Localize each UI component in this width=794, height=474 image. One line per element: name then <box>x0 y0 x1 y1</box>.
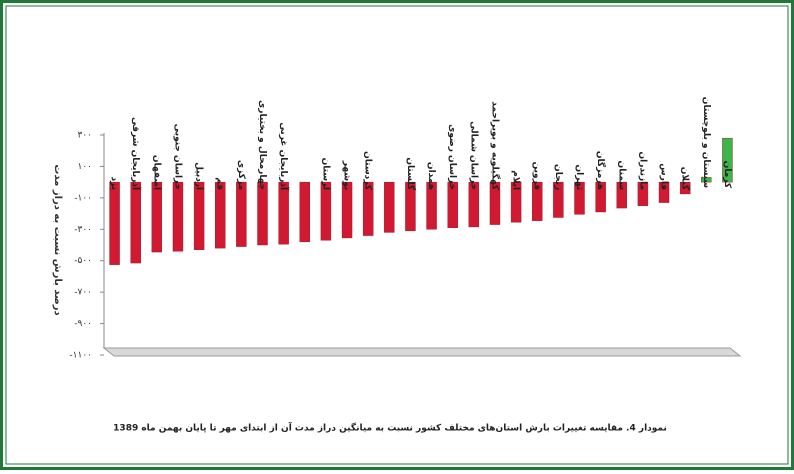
bar <box>658 181 670 203</box>
bar <box>278 181 289 245</box>
y-tick-label: ۳۰۰ <box>77 131 92 141</box>
x-tick-label: مرکزی <box>236 160 246 190</box>
bar <box>637 181 649 206</box>
bar <box>109 181 120 265</box>
bar <box>405 181 416 232</box>
bar <box>701 177 712 183</box>
x-tick-label: گلستان <box>405 157 417 191</box>
y-tick-label: -۹۰۰ <box>74 319 92 329</box>
bar <box>320 181 332 241</box>
y-axis-label: درصد بارش نسبت به دراز مدت <box>52 164 63 315</box>
bar <box>426 181 437 230</box>
x-tick-label: آذربایجان غربی <box>278 122 290 191</box>
x-tick-label: گیلان <box>680 167 692 191</box>
caption: نمودار 4. مقایسه تغییرات بارش استان‌های … <box>113 422 667 434</box>
bar <box>299 181 310 243</box>
x-tick-label: کهگیلویه و بویراحمد <box>489 101 501 191</box>
y-tick-label: -۱۱۰۰ <box>69 351 92 361</box>
x-tick-label: خراسان جنوبی <box>172 124 182 191</box>
y-tick-label: -۷۰۰ <box>74 288 92 298</box>
x-tick-label: خراسان شمالی <box>468 121 478 190</box>
bar <box>151 181 163 253</box>
bar <box>172 181 184 252</box>
x-tick-label: کردستان <box>363 151 373 191</box>
x-tick-label: هرمزگان <box>595 151 607 190</box>
x-tick-label: خراسان رضوی <box>447 124 457 190</box>
x-tick-label: اردبیل <box>194 162 204 190</box>
x-tick-label: ایلام <box>511 170 521 190</box>
bar <box>532 181 543 221</box>
bar <box>510 181 522 223</box>
x-tick-label: همدان <box>426 162 436 190</box>
bar <box>679 181 691 195</box>
x-tick-label: قزوین <box>532 162 542 191</box>
x-tick-label: مازندران <box>637 151 647 190</box>
x-tick-label: اصفهان <box>151 155 161 190</box>
frame-inner <box>5 5 789 465</box>
x-tick-label: آذربایجان شرقی <box>130 117 142 191</box>
bar <box>362 181 374 236</box>
bar <box>341 181 353 239</box>
bar <box>215 181 226 249</box>
bar <box>553 181 564 218</box>
x-tick-label: کرمان <box>722 161 732 189</box>
x-tick-label: سمنان <box>616 161 626 191</box>
x-tick-label: چهارمحال و بختیاری <box>257 100 267 190</box>
x-tick-label: لرستان <box>320 158 330 191</box>
bar <box>236 181 247 247</box>
bar <box>130 181 141 264</box>
bar <box>447 181 458 228</box>
bar <box>468 181 480 228</box>
bar <box>595 181 606 213</box>
bar <box>616 181 627 209</box>
bar <box>574 181 585 215</box>
y-tick-label: -۳۰۰ <box>74 225 92 235</box>
x-tick-label: فارس <box>659 163 669 190</box>
bar <box>193 181 205 250</box>
floor <box>102 347 742 357</box>
y-tick-label: ۱۰۰ <box>77 162 92 172</box>
x-tick-label: قم <box>215 177 225 190</box>
x-tick-label: تهران <box>574 164 584 190</box>
x-tick-label: سیستان و بلوچستان <box>701 97 711 189</box>
bar <box>257 181 268 246</box>
bar <box>384 181 395 233</box>
x-tick-label: یزد <box>109 177 119 191</box>
x-tick-label: بوشهر <box>342 160 352 190</box>
y-tick-label: -۱۰۰ <box>74 193 92 203</box>
x-tick-label: زنجان <box>553 164 563 190</box>
bar <box>489 181 501 225</box>
bar <box>722 137 733 183</box>
y-tick-label: -۵۰۰ <box>74 256 92 266</box>
